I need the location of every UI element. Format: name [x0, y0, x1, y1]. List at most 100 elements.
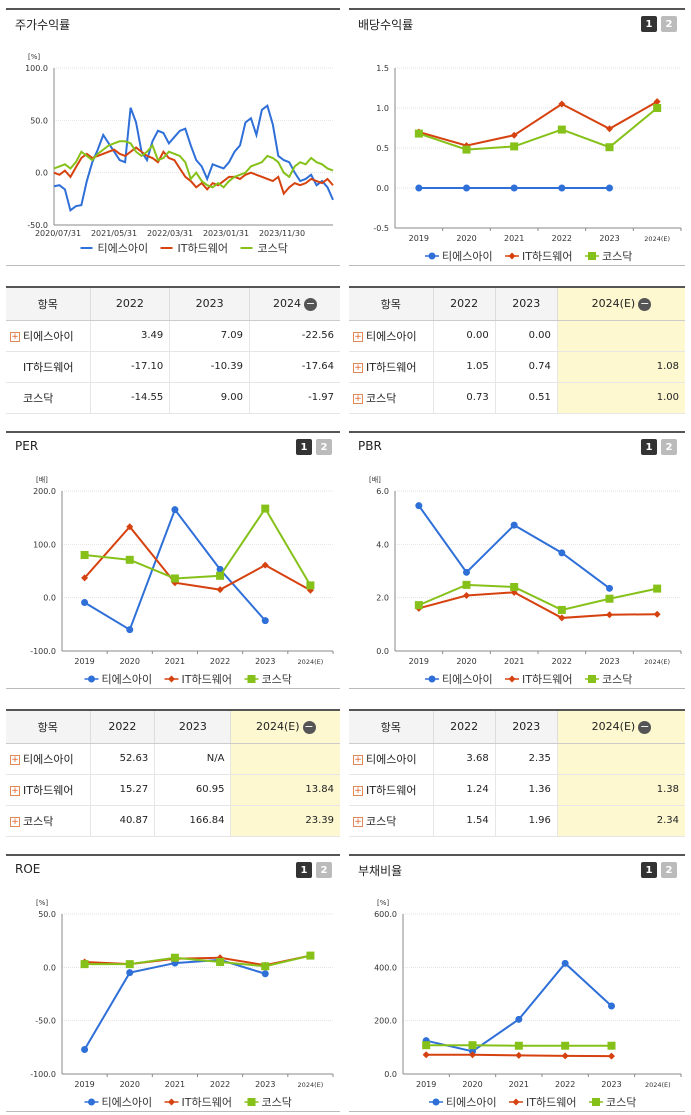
value-cell: 9.00 [169, 382, 250, 414]
x-tick-label: 2020 [456, 657, 476, 666]
expand-plus-icon[interactable]: + [353, 393, 363, 404]
data-point-square [306, 951, 315, 960]
expand-plus-icon[interactable]: + [10, 331, 20, 342]
column-header: 2024(E) − [556, 711, 685, 744]
column-header-label: 항목 [37, 720, 58, 734]
column-header-label: 2024(E) [255, 720, 300, 733]
data-point-square [80, 551, 89, 559]
y-tick-label: 600.0 [374, 910, 397, 919]
data-point-circle [515, 1015, 523, 1023]
axis-unit-label: [배] [36, 475, 48, 484]
page-buttons: 1 2 [296, 439, 332, 455]
table-row: + IT하드웨어 15.27 60.95 13.84 [6, 774, 340, 806]
expand-plus-icon[interactable]: + [10, 754, 20, 765]
data-point-square [216, 958, 225, 966]
table-header-row: 항목 2022 2023 2024(E) − [6, 711, 340, 744]
collapse-icon[interactable]: − [304, 296, 318, 311]
column-header: 2023 [494, 711, 558, 744]
value-cell: 40.87 [89, 805, 155, 837]
page-1-button[interactable]: 1 [296, 439, 312, 455]
data-point-circle [463, 184, 470, 192]
collapse-icon[interactable]: − [302, 719, 316, 734]
x-tick-label: 2023 [599, 234, 619, 243]
expand-plus-icon[interactable]: + [353, 362, 363, 373]
column-header: 2022 [432, 288, 496, 321]
y-tick-label: -50.0 [27, 221, 48, 230]
value-cell: -17.10 [89, 351, 170, 383]
column-header-label: 2024(E) [591, 297, 636, 310]
row-label-cell: + 코스닥 [6, 805, 90, 837]
page-2-button[interactable]: 2 [661, 862, 677, 878]
page-1-button[interactable]: 1 [641, 16, 657, 32]
axis-unit-label: [배] [369, 475, 381, 484]
axis-unit-label: [%] [377, 899, 389, 907]
value-cell [556, 320, 685, 352]
expand-plus-icon[interactable]: + [353, 754, 363, 765]
collapse-icon[interactable]: − [638, 296, 652, 311]
expand-plus-icon[interactable]: + [10, 816, 20, 827]
per-chart: [배] 200.0 100.0 0.0 -100.0 2019 2020 2021 2022 20… [30, 475, 334, 686]
table-header-row: 항목 2022 2023 2024− [6, 288, 340, 321]
table-row: + 티에스아이 0.00 0.00 [349, 320, 685, 352]
value-cell [230, 743, 340, 775]
data-point-square [592, 1098, 600, 1106]
x-tick-label: 2022 [210, 657, 230, 666]
data-point-circle [216, 565, 224, 573]
x-tick-label: 2022 [552, 657, 572, 666]
page-1-button[interactable]: 1 [641, 439, 657, 455]
column-header-label: 항목 [380, 720, 401, 734]
y-tick-label: 0.0 [384, 1070, 397, 1079]
value-cell: 166.84 [154, 805, 231, 837]
y-tick-label: 2.0 [376, 594, 389, 603]
page-buttons: 1 2 [641, 16, 677, 32]
page-1-button[interactable]: 1 [641, 862, 657, 878]
expand-plus-icon[interactable]: + [353, 785, 363, 796]
column-header: 항목 [6, 288, 90, 321]
x-tick-label: 2021 [165, 1080, 185, 1089]
page-2-button[interactable]: 2 [316, 439, 332, 455]
data-point-circle [510, 184, 518, 192]
page-2-button[interactable]: 2 [661, 439, 677, 455]
y-tick-label: 0.0 [43, 963, 56, 972]
value-cell: 2.34 [556, 805, 685, 837]
collapse-icon[interactable]: − [638, 719, 652, 734]
data-point-square [125, 555, 134, 564]
page-1-button[interactable]: 1 [296, 862, 312, 878]
column-header: 2023 [169, 288, 250, 321]
value-cell: 3.68 [432, 743, 496, 775]
x-tick-label: 2019 [74, 657, 94, 666]
data-point-square [588, 252, 596, 260]
data-point-square [422, 1041, 431, 1050]
legend-label: IT하드웨어 [526, 1095, 576, 1109]
value-cell: 23.39 [230, 805, 340, 837]
column-header-label: 2024 [273, 297, 302, 310]
legend-label: 티에스아이 [102, 673, 153, 686]
data-point-diamond [81, 574, 89, 582]
series-line-IT하드웨어 [53, 146, 334, 196]
data-point-circle [463, 568, 470, 576]
data-point-circle [261, 970, 269, 978]
page-buttons: 1 2 [641, 439, 677, 455]
y-tick-label: 0.0 [376, 184, 389, 193]
expand-plus-icon[interactable]: + [353, 816, 363, 827]
x-tick-label: 2021 [504, 657, 524, 666]
legend-label: 티에스아이 [98, 242, 149, 255]
data-point-square [247, 675, 256, 683]
legend-label: 티에스아이 [442, 673, 493, 686]
column-header-label: 2024(E) [591, 720, 636, 733]
value-cell: 1.38 [556, 774, 685, 806]
expand-plus-icon[interactable]: + [10, 785, 20, 796]
value-cell: -22.56 [249, 320, 340, 352]
stock-return-table-wrap: 항목 2022 2023 2024− + 티에스아이 3.49 7.09 -22.56 IT하드웨… [6, 286, 340, 414]
dividend-table: 항목 2022 2023 2024(E) − + 티에스아이 0.00 0.00 + IT하드웨어 1… [349, 288, 685, 414]
page-2-button[interactable]: 2 [316, 862, 332, 878]
page-2-button[interactable]: 2 [661, 16, 677, 32]
row-label-cell: + 티에스아이 [6, 320, 90, 352]
x-tick-label: 2019 [416, 1080, 436, 1089]
legend-label: 코스닥 [262, 673, 292, 686]
expand-plus-icon[interactable]: + [353, 331, 363, 342]
value-cell: 0.73 [432, 382, 496, 414]
data-point-diamond [422, 1051, 430, 1059]
data-point-circle [608, 1002, 615, 1010]
row-label: IT하드웨어 [23, 360, 74, 374]
